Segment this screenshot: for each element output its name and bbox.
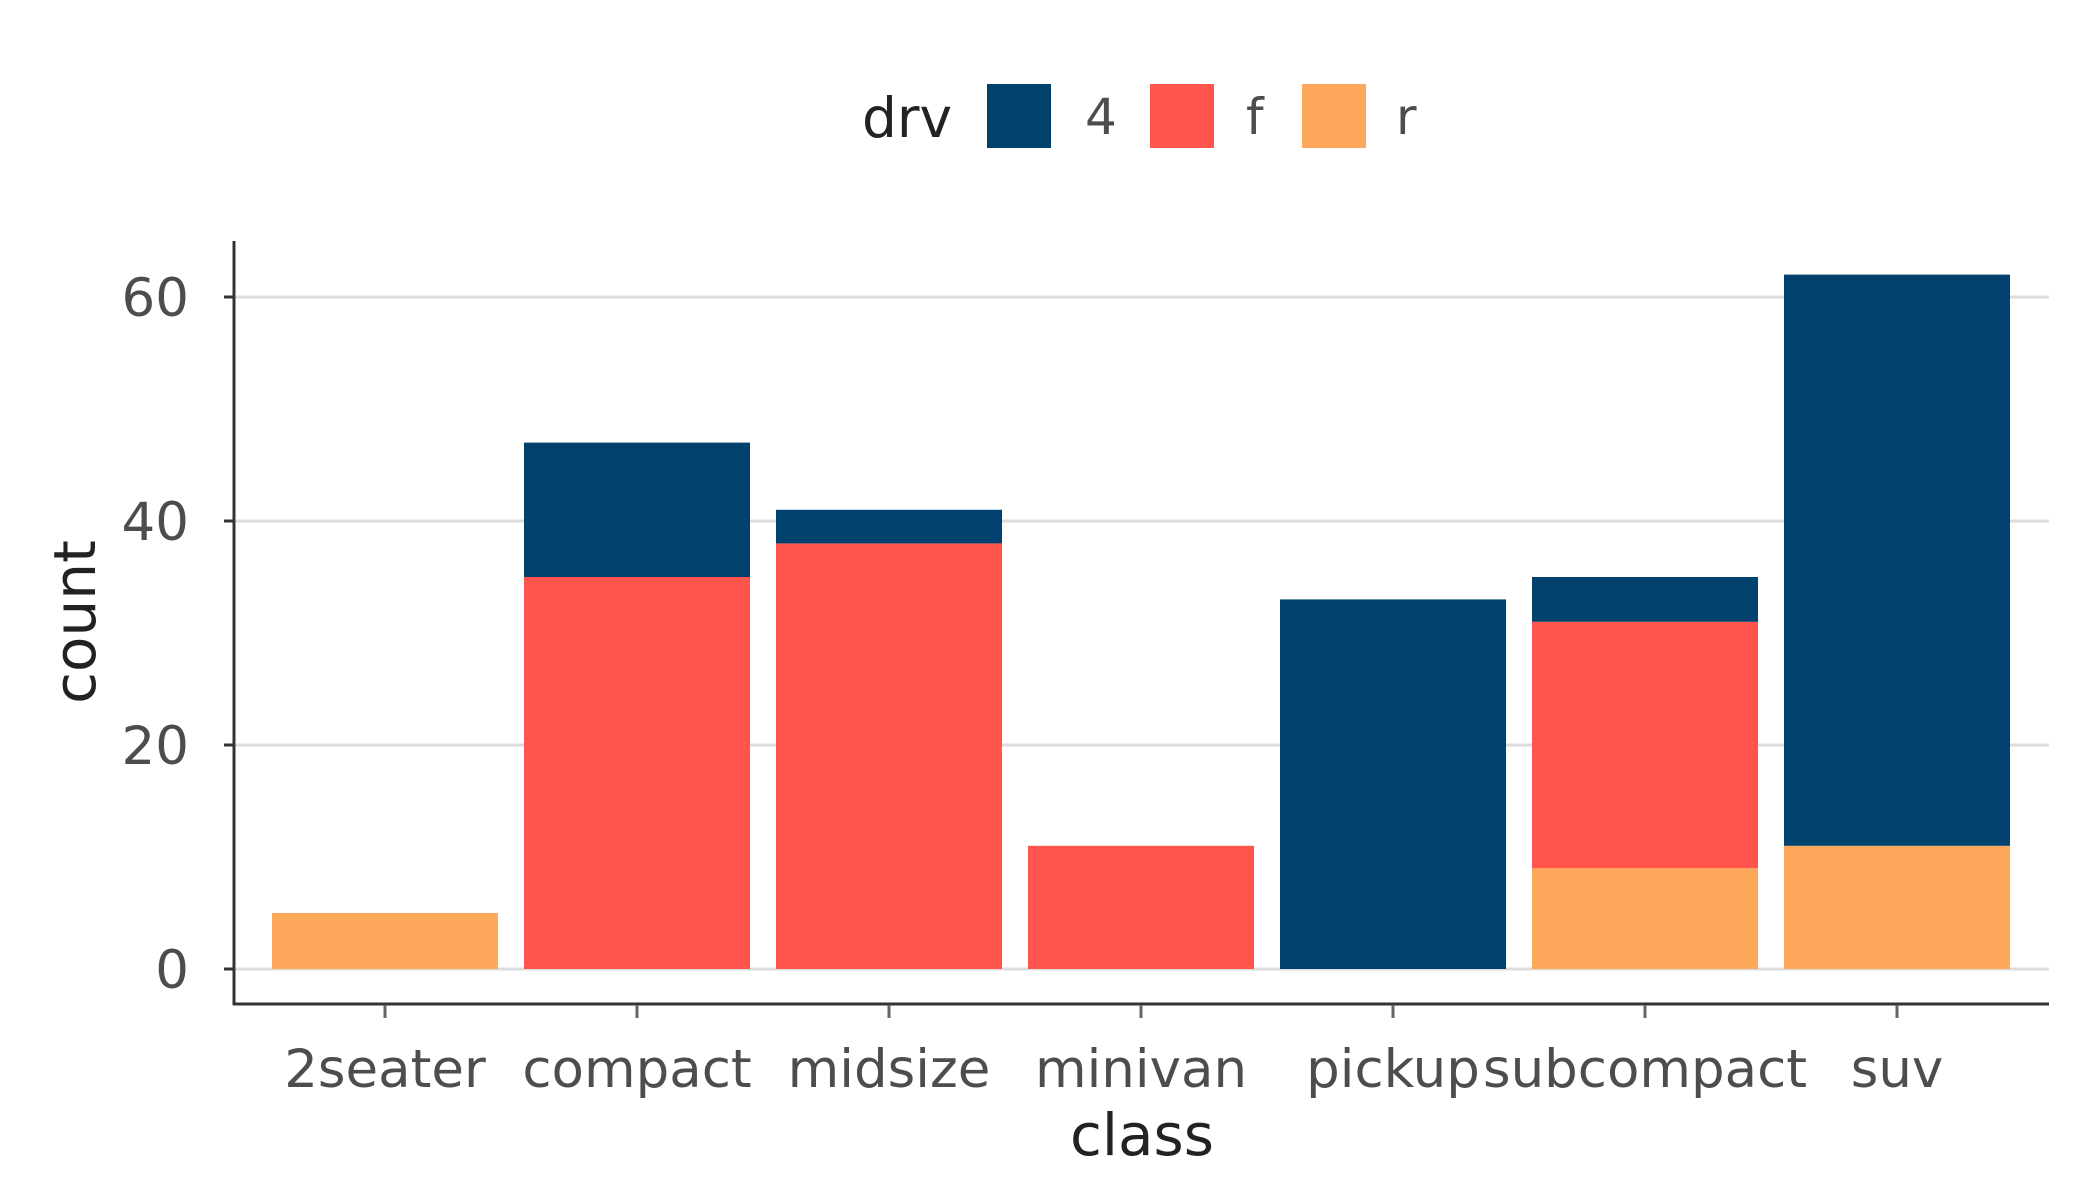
axes bbox=[232, 241, 2049, 1006]
legend: drv 4 f r bbox=[862, 84, 1417, 150]
bar-compact-drv-4 bbox=[524, 442, 750, 577]
legend-items: 4 f r bbox=[987, 84, 1417, 148]
x-axis-title: class bbox=[1070, 1101, 1214, 1169]
bar-suv-drv-4 bbox=[1784, 274, 2010, 846]
legend-label-r: r bbox=[1396, 88, 1417, 146]
bar-midsize-drv-4 bbox=[776, 509, 1002, 544]
x-ticks: 2seater compact midsize minivan pickup subcom… bbox=[284, 1005, 1943, 1100]
y-ticks: 0 20 40 60 bbox=[122, 268, 234, 1001]
legend-swatch-4 bbox=[987, 84, 1051, 148]
legend-swatch-r bbox=[1302, 84, 1366, 148]
bar-subcompact-drv-r bbox=[1532, 868, 1758, 969]
x-tick-label-compact: compact bbox=[522, 1039, 751, 1100]
legend-label-4: 4 bbox=[1085, 88, 1117, 146]
x-tick-label-subcompact: subcompact bbox=[1483, 1039, 1807, 1100]
x-tick-label-midsize: midsize bbox=[788, 1039, 991, 1100]
bar-pickup-drv-4 bbox=[1280, 599, 1506, 969]
bar-subcompact-drv-f bbox=[1532, 621, 1758, 869]
bar-compact-drv-f bbox=[524, 577, 750, 969]
y-tick-label-60: 60 bbox=[122, 268, 189, 329]
y-tick-label-0: 0 bbox=[155, 940, 189, 1001]
bar-subcompact-drv-4 bbox=[1532, 577, 1758, 622]
y-tick-label-40: 40 bbox=[122, 492, 189, 553]
bar-minivan-drv-f bbox=[1028, 845, 1254, 969]
bars bbox=[272, 274, 2010, 969]
x-tick-label-minivan: minivan bbox=[1035, 1039, 1247, 1100]
bar-2seater-drv-r bbox=[272, 913, 498, 969]
legend-title: drv bbox=[862, 86, 952, 150]
y-axis-title: count bbox=[41, 540, 109, 704]
legend-swatch-f bbox=[1150, 84, 1214, 148]
x-tick-label-2seater: 2seater bbox=[284, 1039, 486, 1100]
x-tick-label-suv: suv bbox=[1851, 1039, 1944, 1100]
y-tick-label-20: 20 bbox=[122, 716, 189, 777]
x-tick-label-pickup: pickup bbox=[1306, 1039, 1480, 1100]
legend-label-f: f bbox=[1246, 88, 1265, 146]
bar-midsize-drv-f bbox=[776, 543, 1002, 969]
bar-suv-drv-r bbox=[1784, 845, 2010, 969]
